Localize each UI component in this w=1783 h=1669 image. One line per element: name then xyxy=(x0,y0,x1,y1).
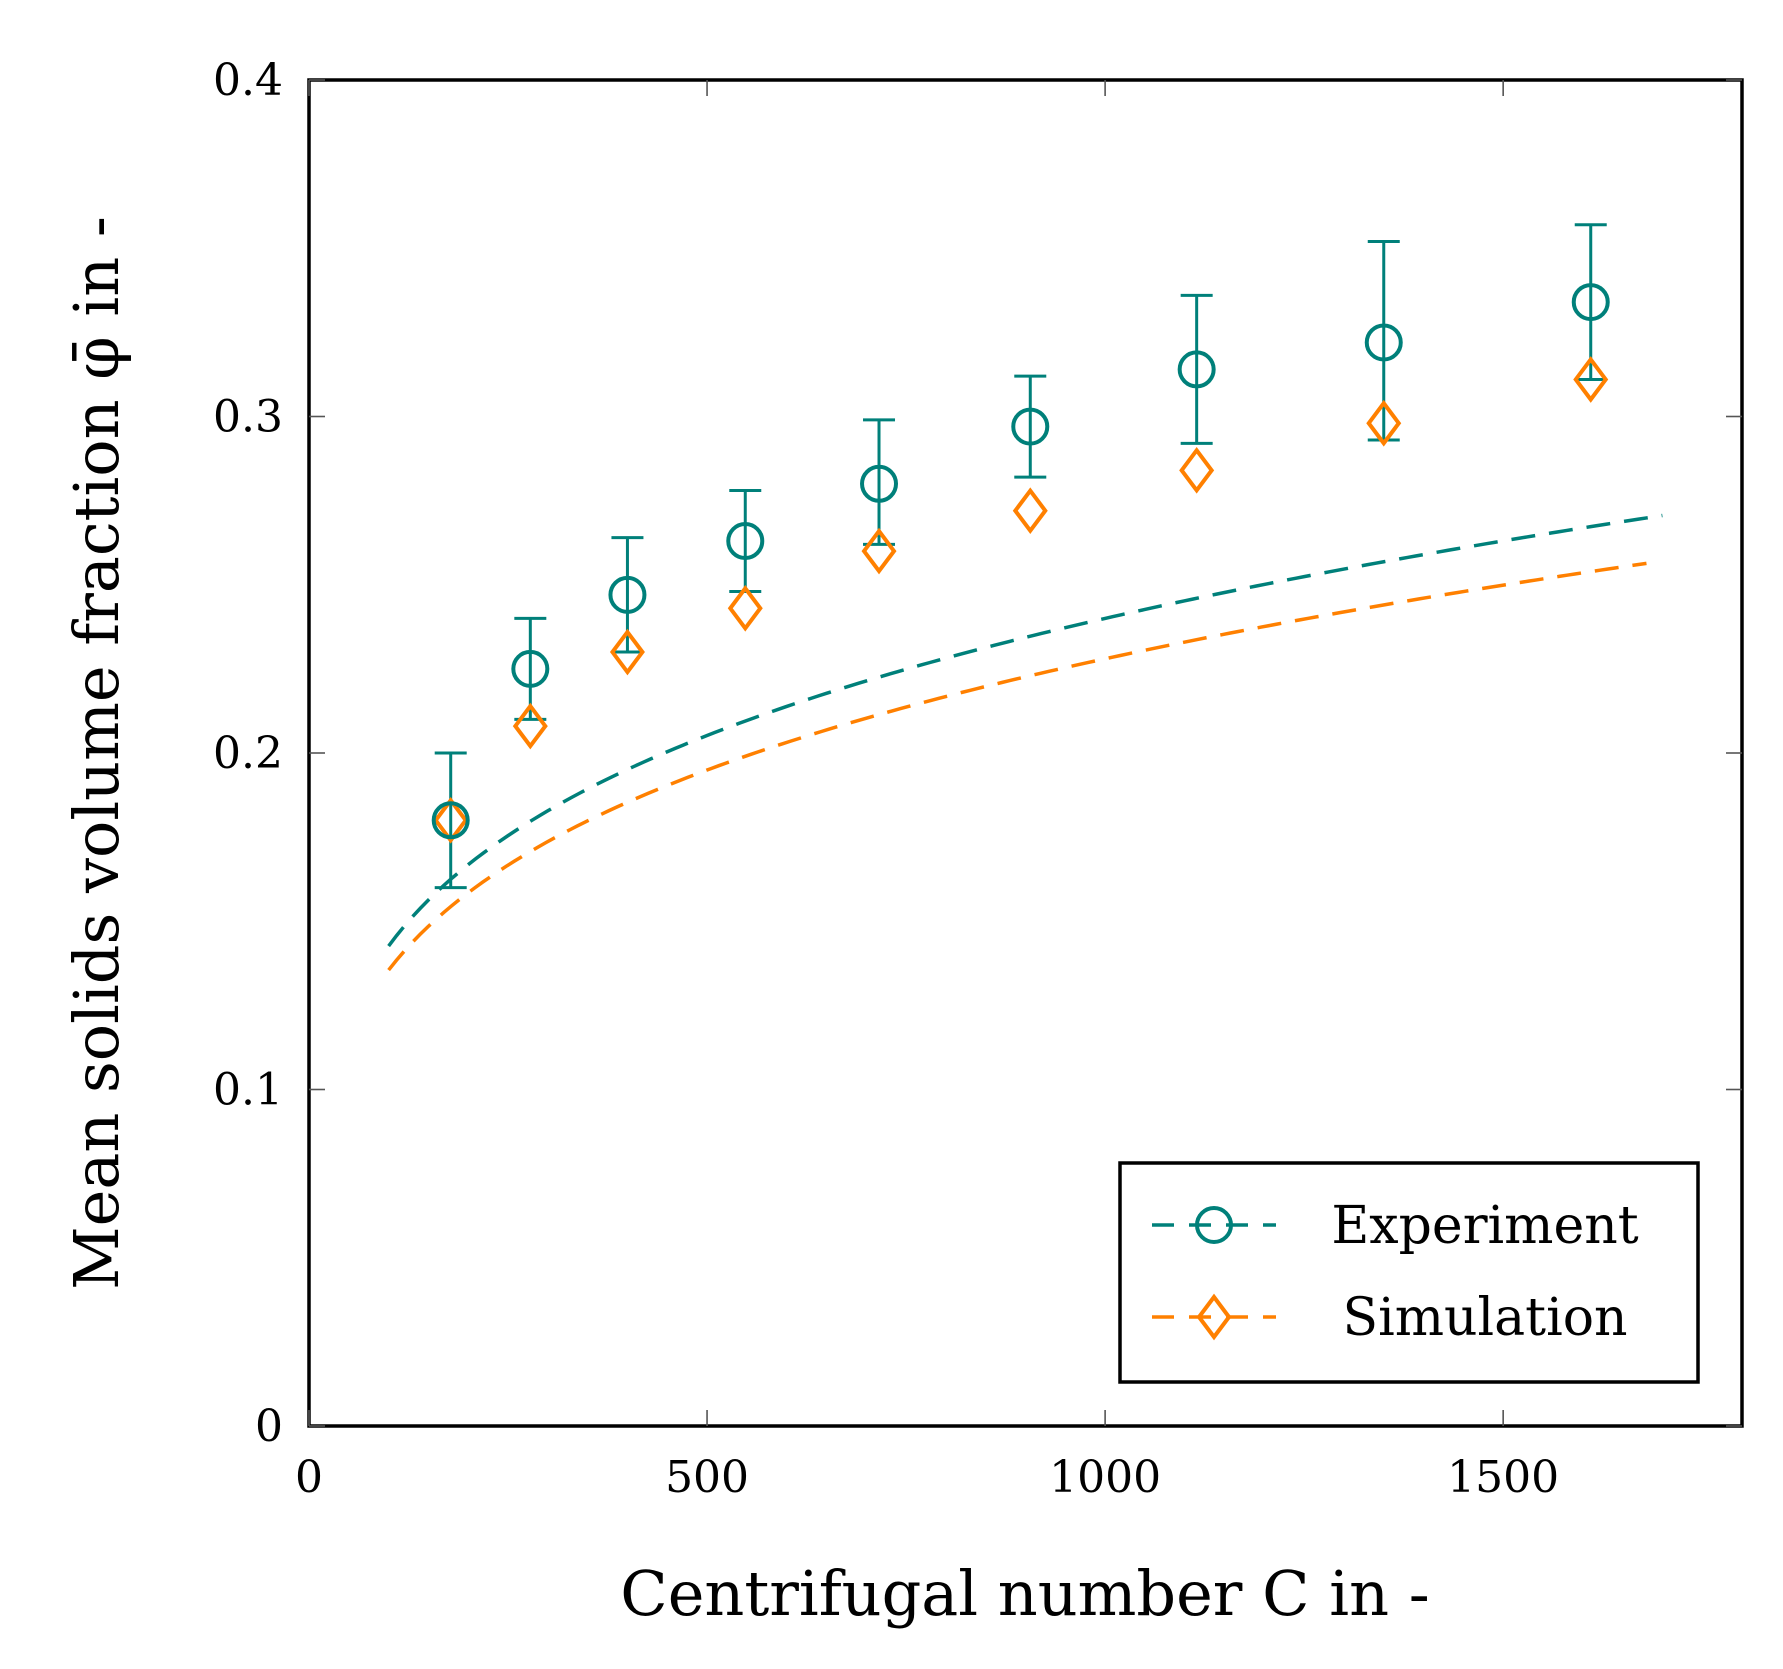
axis-ticks xyxy=(308,79,1742,1427)
x-tick-label: 1000 xyxy=(1049,1452,1161,1503)
simulation-marker xyxy=(1012,487,1048,535)
experiment-marker xyxy=(1177,350,1216,389)
y-tick-label: 0.1 xyxy=(213,1065,283,1116)
experiment-marker xyxy=(1571,283,1610,322)
y-tick-label: 0 xyxy=(255,1401,283,1452)
axis-tick-labels: 0 500 1000 1500 0 0.1 0.2 0.3 0.4 xyxy=(213,55,1559,1503)
fit-line-experiment xyxy=(387,513,1663,948)
simulation-marker xyxy=(1573,356,1609,403)
y-tick-label: 0.3 xyxy=(213,392,283,443)
legend-label-simulation: Simulation xyxy=(1342,1288,1627,1348)
fit-curves xyxy=(387,513,1663,972)
x-tick-label: 1500 xyxy=(1447,1452,1559,1503)
simulation-marker xyxy=(727,584,763,632)
experiment-marker xyxy=(511,649,550,688)
experiment-marker xyxy=(860,464,899,503)
legend-marker-experiment xyxy=(1195,1206,1233,1244)
y-axis-title: Mean solids volume fraction φ̄ in - xyxy=(60,216,133,1290)
simulation-marker xyxy=(861,527,897,575)
experiment-marker xyxy=(608,575,647,614)
legend: Experiment Simulation xyxy=(1118,1161,1700,1384)
legend-entries: Experiment Simulation xyxy=(1152,1196,1639,1348)
x-tick-label: 0 xyxy=(295,1452,323,1503)
experiment-marker xyxy=(1364,323,1403,362)
simulation-marker xyxy=(609,628,645,676)
experiment-marker xyxy=(431,801,470,840)
experiment-marker xyxy=(726,522,765,561)
fit-line-simulation xyxy=(387,561,1647,972)
x-axis-title: Centrifugal number C in - xyxy=(620,1557,1429,1630)
error-bars xyxy=(434,223,1607,890)
legend-label-experiment: Experiment xyxy=(1331,1196,1638,1256)
simulation-marker xyxy=(1366,399,1402,447)
simulation-marker xyxy=(433,796,469,844)
y-tick-label: 0.2 xyxy=(213,728,283,779)
legend-box xyxy=(1118,1161,1700,1384)
x-tick-label: 500 xyxy=(665,1452,749,1503)
y-tick-label: 0.4 xyxy=(213,55,283,106)
experiment-marker xyxy=(1011,407,1050,446)
legend-marker-simulation xyxy=(1196,1293,1232,1341)
simulation-marker xyxy=(1179,447,1215,494)
data-markers xyxy=(431,283,1610,844)
simulation-marker xyxy=(512,702,548,750)
